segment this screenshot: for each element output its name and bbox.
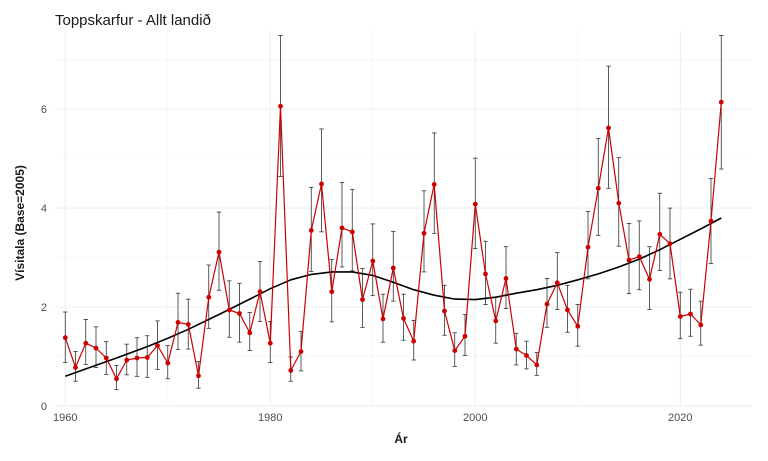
data-point <box>390 265 396 271</box>
data-point <box>196 373 201 379</box>
data-point <box>134 355 140 361</box>
data-point <box>114 376 119 382</box>
data-point <box>483 271 488 277</box>
x-tick-label: 2000 <box>463 412 487 424</box>
data-point <box>565 307 570 313</box>
trend-line <box>65 217 722 378</box>
data-point <box>575 323 581 329</box>
data-point <box>257 289 263 295</box>
data-point <box>83 340 89 346</box>
data-point <box>185 322 191 327</box>
data-point <box>698 322 704 328</box>
data-point <box>308 228 314 233</box>
data-point <box>718 99 724 105</box>
data-point <box>349 229 355 235</box>
data-point <box>667 241 673 247</box>
y-tick-label: 2 <box>41 302 47 314</box>
data-point <box>380 316 386 322</box>
data-point <box>616 200 622 206</box>
data-point <box>585 244 591 250</box>
x-tick-label: 2020 <box>668 412 692 424</box>
data-point <box>411 338 417 344</box>
data-point <box>524 353 529 358</box>
data-point <box>298 349 304 354</box>
y-tick-label: 6 <box>41 104 47 116</box>
tick-labels: 1960 1980 2000 2020 0 2 4 6 <box>41 104 693 424</box>
data-point <box>370 258 376 264</box>
y-axis-title: Vísitala (Base=2005) <box>13 165 27 281</box>
data-point <box>319 181 324 187</box>
data-point <box>226 307 232 313</box>
data-point <box>534 362 540 368</box>
error-bar <box>319 128 324 233</box>
data-point <box>73 365 78 370</box>
data-point <box>144 355 150 360</box>
x-tick-label: 1960 <box>53 412 77 424</box>
data-point <box>155 343 160 348</box>
data-point <box>216 249 222 255</box>
data-point <box>503 276 509 281</box>
data-point <box>647 276 652 282</box>
data-point <box>452 348 458 353</box>
data-point <box>626 257 632 263</box>
data-point <box>237 311 242 316</box>
x-axis-title: Ár <box>394 431 408 446</box>
data-point <box>472 201 478 207</box>
y-tick-label: 0 <box>41 401 47 413</box>
data-point <box>606 125 611 131</box>
data-point <box>493 318 499 324</box>
data-point <box>708 218 714 224</box>
data-point <box>267 340 273 346</box>
trend-series <box>65 217 722 378</box>
x-tick-label: 1980 <box>258 412 282 424</box>
data-point <box>278 103 283 109</box>
data-point <box>544 301 550 307</box>
chart-title: Toppskarfur - Allt landið <box>55 12 211 29</box>
data-point <box>339 225 345 231</box>
index-series <box>62 99 724 382</box>
data-point <box>175 320 181 325</box>
data-point <box>62 335 68 341</box>
data-point <box>206 294 212 300</box>
data-point <box>329 289 335 295</box>
data-point <box>431 182 437 187</box>
data-point <box>554 280 560 286</box>
data-point <box>93 345 99 351</box>
data-point <box>677 314 683 319</box>
data-point <box>636 254 642 259</box>
data-point <box>462 333 468 339</box>
data-point <box>513 346 519 352</box>
data-point <box>595 185 601 191</box>
data-point <box>165 360 171 366</box>
data-point <box>442 308 447 314</box>
data-point <box>103 355 109 361</box>
error-bars <box>63 35 724 391</box>
error-bar <box>339 181 345 268</box>
data-point <box>288 368 294 373</box>
data-point <box>401 316 406 321</box>
data-point <box>360 297 365 302</box>
data-point <box>247 330 253 336</box>
data-point <box>124 357 130 363</box>
y-tick-label: 4 <box>41 203 47 215</box>
data-point <box>421 230 427 236</box>
error-bar <box>657 192 662 271</box>
data-point <box>688 311 693 317</box>
data-point <box>657 231 663 237</box>
